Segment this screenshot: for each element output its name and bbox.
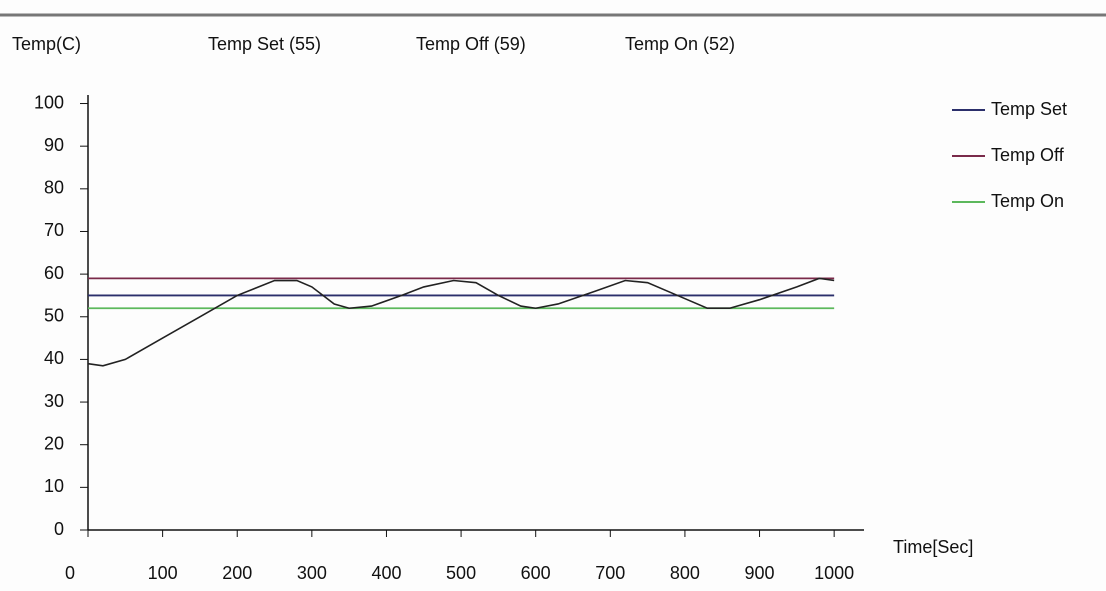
x-tick-label: 500 <box>446 563 476 583</box>
y-tick-label: 0 <box>54 519 64 539</box>
y-tick-label: 90 <box>44 135 64 155</box>
header-label: Temp Off (59) <box>416 34 526 54</box>
y-tick-label: 20 <box>44 433 64 453</box>
y-tick-label: 80 <box>44 178 64 198</box>
x-tick-label: 800 <box>670 563 700 583</box>
y-tick-label: 60 <box>44 263 64 283</box>
y-tick-label: 10 <box>44 476 64 496</box>
header-label: Temp On (52) <box>625 34 735 54</box>
x-tick-label: 1000 <box>814 563 854 583</box>
y-axis-label: Temp(C) <box>12 34 81 54</box>
y-tick-label: 100 <box>34 92 64 112</box>
y-tick-label: 30 <box>44 391 64 411</box>
chart: Temp(C) Time[Sec] 0 10 20 30 40 50 60 70 80 90 100… <box>0 0 1106 591</box>
header-label: Temp Set (55) <box>208 34 321 54</box>
x-tick-label: 300 <box>297 563 327 583</box>
legend-label: Temp Set <box>991 99 1067 119</box>
legend-label: Temp Off <box>991 145 1065 165</box>
x-tick-label: 0 <box>65 563 75 583</box>
legend-label: Temp On <box>991 191 1064 211</box>
y-tick-label: 70 <box>44 220 64 240</box>
x-tick-label: 700 <box>595 563 625 583</box>
y-tick-label: 50 <box>44 306 64 326</box>
x-tick-label: 900 <box>745 563 775 583</box>
x-tick-label: 100 <box>148 563 178 583</box>
x-tick-label: 400 <box>371 563 401 583</box>
y-tick-label: 40 <box>44 348 64 368</box>
x-axis-label: Time[Sec] <box>893 537 973 557</box>
x-tick-label: 600 <box>521 563 551 583</box>
x-tick-label: 200 <box>222 563 252 583</box>
